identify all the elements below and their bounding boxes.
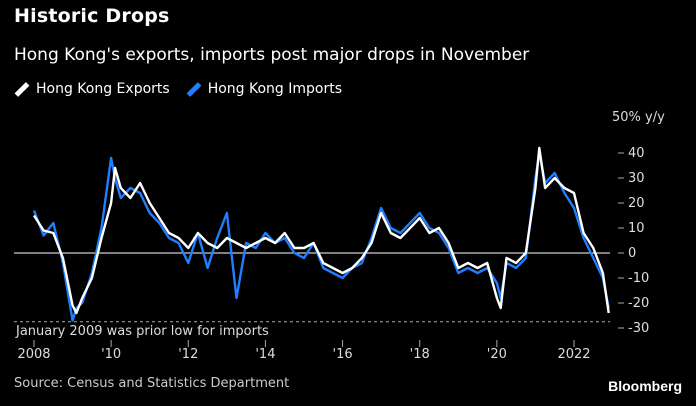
gridlines [14,252,610,323]
series-line-imports [32,151,610,322]
y-tick-label: 10 [628,221,645,236]
y-tick-label: -20 [628,296,649,311]
chart-legend: Hong Kong Exports Hong Kong Imports [14,81,342,97]
y-tick-label: -10 [628,271,649,286]
x-tick-label: 2008 [17,347,50,362]
chart-subtitle: Hong Kong's exports, imports post major … [14,45,530,65]
x-tick-label: '12 [178,347,198,362]
bloomberg-logo: Bloomberg [608,378,682,394]
legend-label-imports: Hong Kong Imports [207,81,343,97]
y-tick-label: 0 [628,246,636,261]
annotation-text: January 2009 was prior low for imports [15,324,269,339]
x-tick-label: '18 [410,347,430,362]
legend-label-exports: Hong Kong Exports [36,81,170,97]
x-tick-label: '10 [101,347,121,362]
x-tick-label: 2022 [557,347,590,362]
x-axis-ticks: 2008 '10 '12 '14 '16 '18 '20 2022 [17,340,591,362]
source-note: Source: Census and Statistics Department [14,376,290,391]
x-tick-label: '20 [487,347,507,362]
x-tick-label: '14 [255,347,275,362]
y-tick-label: 30 [628,171,645,186]
y-tick-label: 20 [628,196,645,211]
x-tick-label: '16 [333,347,353,362]
legend-item-exports: Hong Kong Exports [14,81,170,97]
y-tick-label: -30 [628,321,649,336]
y-axis-ticks: 40 30 20 10 0 -10 -20 -30 [618,146,649,336]
series-lines [32,146,610,322]
series-line-exports [32,146,610,315]
chart-title: Historic Drops [14,5,170,27]
unit-label: 50% y/y [612,110,665,125]
y-tick-label: 40 [628,146,645,161]
legend-item-imports: Hong Kong Imports [186,81,342,97]
